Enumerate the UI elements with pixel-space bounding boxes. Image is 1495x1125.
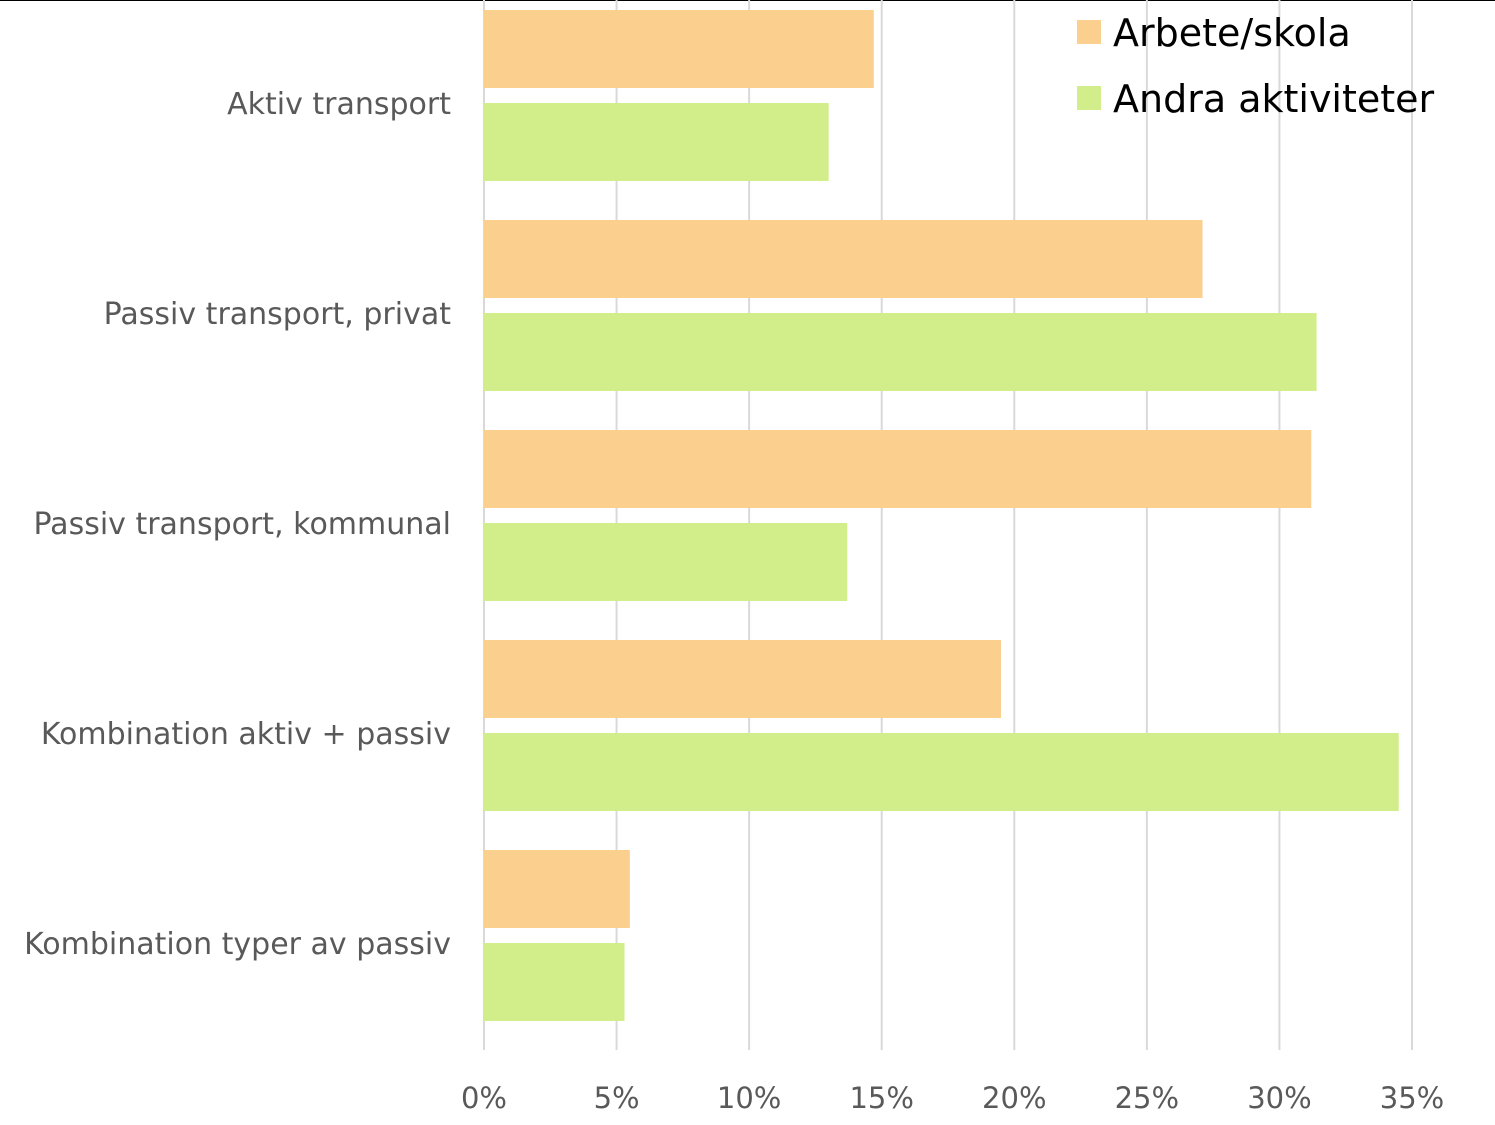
category-label: Aktiv transport bbox=[227, 87, 451, 122]
category-label: Kombination aktiv + passiv bbox=[41, 717, 451, 752]
bar-andra-aktiviteter bbox=[484, 313, 1317, 391]
x-tick-label: 5% bbox=[594, 1081, 640, 1115]
bar-arbete-skola bbox=[484, 640, 1002, 718]
bar-arbete-skola bbox=[484, 430, 1312, 508]
bar-arbete-skola bbox=[484, 850, 630, 928]
legend-label: Arbete/skola bbox=[1113, 11, 1351, 55]
bar-arbete-skola bbox=[484, 220, 1203, 298]
legend-label: Andra aktiviteter bbox=[1113, 77, 1435, 121]
category-label: Passiv transport, privat bbox=[104, 297, 452, 332]
bar-andra-aktiviteter bbox=[484, 523, 848, 601]
x-tick-label: 10% bbox=[717, 1081, 781, 1115]
legend-swatch bbox=[1077, 86, 1101, 110]
x-tick-label: 25% bbox=[1115, 1081, 1179, 1115]
x-tick-label: 0% bbox=[461, 1081, 507, 1115]
legend-swatch bbox=[1077, 20, 1101, 44]
category-label: Passiv transport, kommunal bbox=[33, 507, 451, 542]
x-tick-label: 15% bbox=[849, 1081, 913, 1115]
bar-arbete-skola bbox=[484, 10, 874, 88]
x-tick-label: 20% bbox=[982, 1081, 1046, 1115]
category-label: Kombination typer av passiv bbox=[24, 927, 451, 962]
bar-andra-aktiviteter bbox=[484, 943, 625, 1021]
x-tick-label: 35% bbox=[1380, 1081, 1444, 1115]
bar-andra-aktiviteter bbox=[484, 103, 829, 181]
bar-andra-aktiviteter bbox=[484, 733, 1399, 811]
x-tick-label: 30% bbox=[1247, 1081, 1311, 1115]
